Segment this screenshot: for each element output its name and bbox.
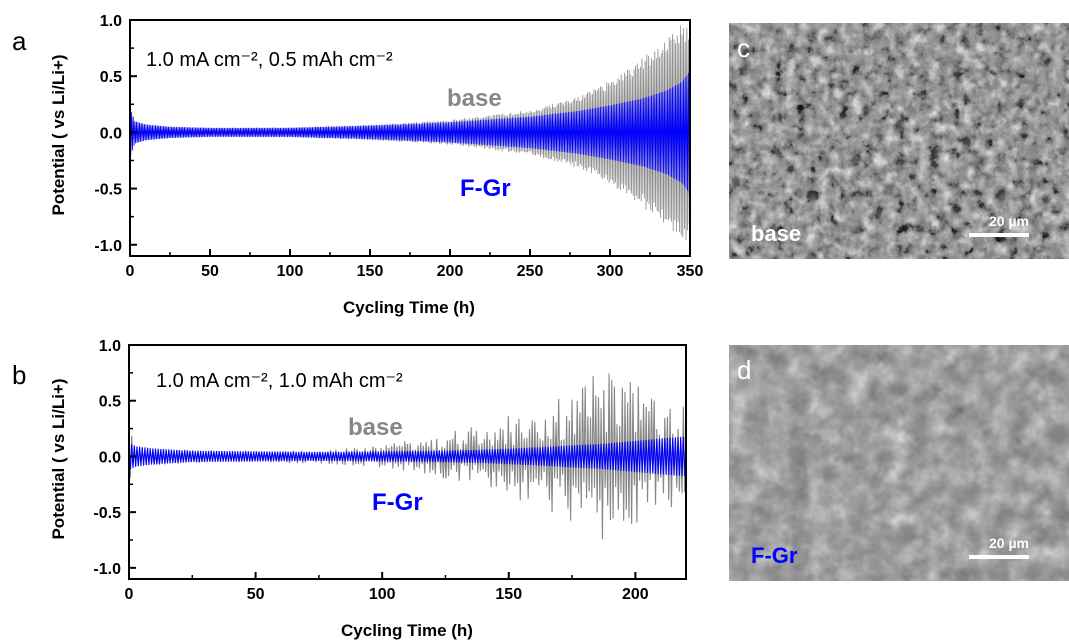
chart-a: 0 50 100 150 200 250 300 350 -1.0 -0.5 0.0 0.5 1.0 1… (49, 13, 703, 317)
y-tick-label: -1.0 (94, 238, 122, 255)
chart-a-annotation: 1.0 mA cm⁻², 0.5 mAh cm⁻² (146, 49, 393, 71)
chart-b-series-label-base: base (348, 414, 403, 441)
panel-letter-d: d (737, 355, 752, 385)
sem-texture-d (729, 345, 1069, 581)
chart-b-ylabel: Potential ( vs Li/Li+) (49, 378, 68, 539)
sem-image-d: d F-Gr 20 µm (729, 345, 1069, 581)
scale-bar-label-c: 20 µm (989, 213, 1029, 229)
series-line-fgr (128, 436, 687, 477)
panel-letter-b: b (12, 360, 26, 390)
y-tick-label: -1.0 (93, 561, 121, 578)
x-tick-label: 250 (517, 263, 544, 280)
series-line-fgr (129, 70, 691, 194)
chart-a-ylabel: Potential ( vs Li/Li+) (49, 54, 68, 215)
axes-frame (128, 344, 687, 580)
x-tick-label: 200 (622, 586, 649, 603)
panel-letter-a: a (12, 26, 27, 56)
y-tick-label: 0.0 (100, 125, 122, 142)
x-tick-label: 300 (597, 263, 624, 280)
y-tick-label: -0.5 (93, 505, 121, 522)
y-tick-label: 1.0 (99, 338, 121, 355)
y-tick-label: 0.5 (100, 69, 122, 86)
chart-b-plot-area: 0 50 100 150 200 -1.0 -0.5 0.0 0.5 1.0 (93, 338, 687, 603)
panel-letter-c: c (737, 33, 750, 63)
x-tick-label: 0 (125, 586, 134, 603)
x-tick-label: 50 (247, 586, 265, 603)
chart-b-annotation: 1.0 mA cm⁻², 1.0 mAh cm⁻² (156, 370, 403, 392)
chart-a-plot-area: 0 50 100 150 200 250 300 350 -1.0 -0.5 0.0 0.5 1.0 (94, 13, 703, 280)
chart-b: 0 50 100 150 200 -1.0 -0.5 0.0 0.5 1.0 1.0 mA cm⁻… (49, 338, 687, 640)
x-tick-label: 100 (369, 586, 396, 603)
x-tick-label: 150 (357, 263, 384, 280)
x-tick-label: 100 (277, 263, 304, 280)
scale-bar-d (969, 555, 1029, 559)
chart-a-series-label-base: base (447, 85, 502, 112)
scale-bar-c (969, 233, 1029, 237)
chart-b-xlabel: Cycling Time (h) (341, 621, 473, 640)
sem-sample-label-base: base (751, 221, 802, 246)
y-tick-label: 0.5 (99, 394, 121, 411)
scale-bar-label-d: 20 µm (989, 535, 1029, 551)
chart-b-series-label-fgr: F-Gr (372, 489, 423, 516)
x-tick-label: 50 (201, 263, 219, 280)
chart-a-xlabel: Cycling Time (h) (343, 298, 475, 317)
x-tick-label: 350 (677, 263, 704, 280)
x-tick-label: 0 (126, 263, 135, 280)
y-tick-label: 0.0 (99, 449, 121, 466)
y-tick-label: -0.5 (94, 182, 122, 199)
y-tick-label: 1.0 (100, 13, 122, 30)
x-tick-label: 200 (437, 263, 464, 280)
x-tick-label: 150 (495, 586, 522, 603)
sem-sample-label-fgr: F-Gr (751, 543, 798, 568)
sem-texture-c (729, 23, 1069, 259)
sem-image-c: c base 20 µm (729, 23, 1069, 259)
chart-a-series-label-fgr: F-Gr (460, 175, 511, 202)
